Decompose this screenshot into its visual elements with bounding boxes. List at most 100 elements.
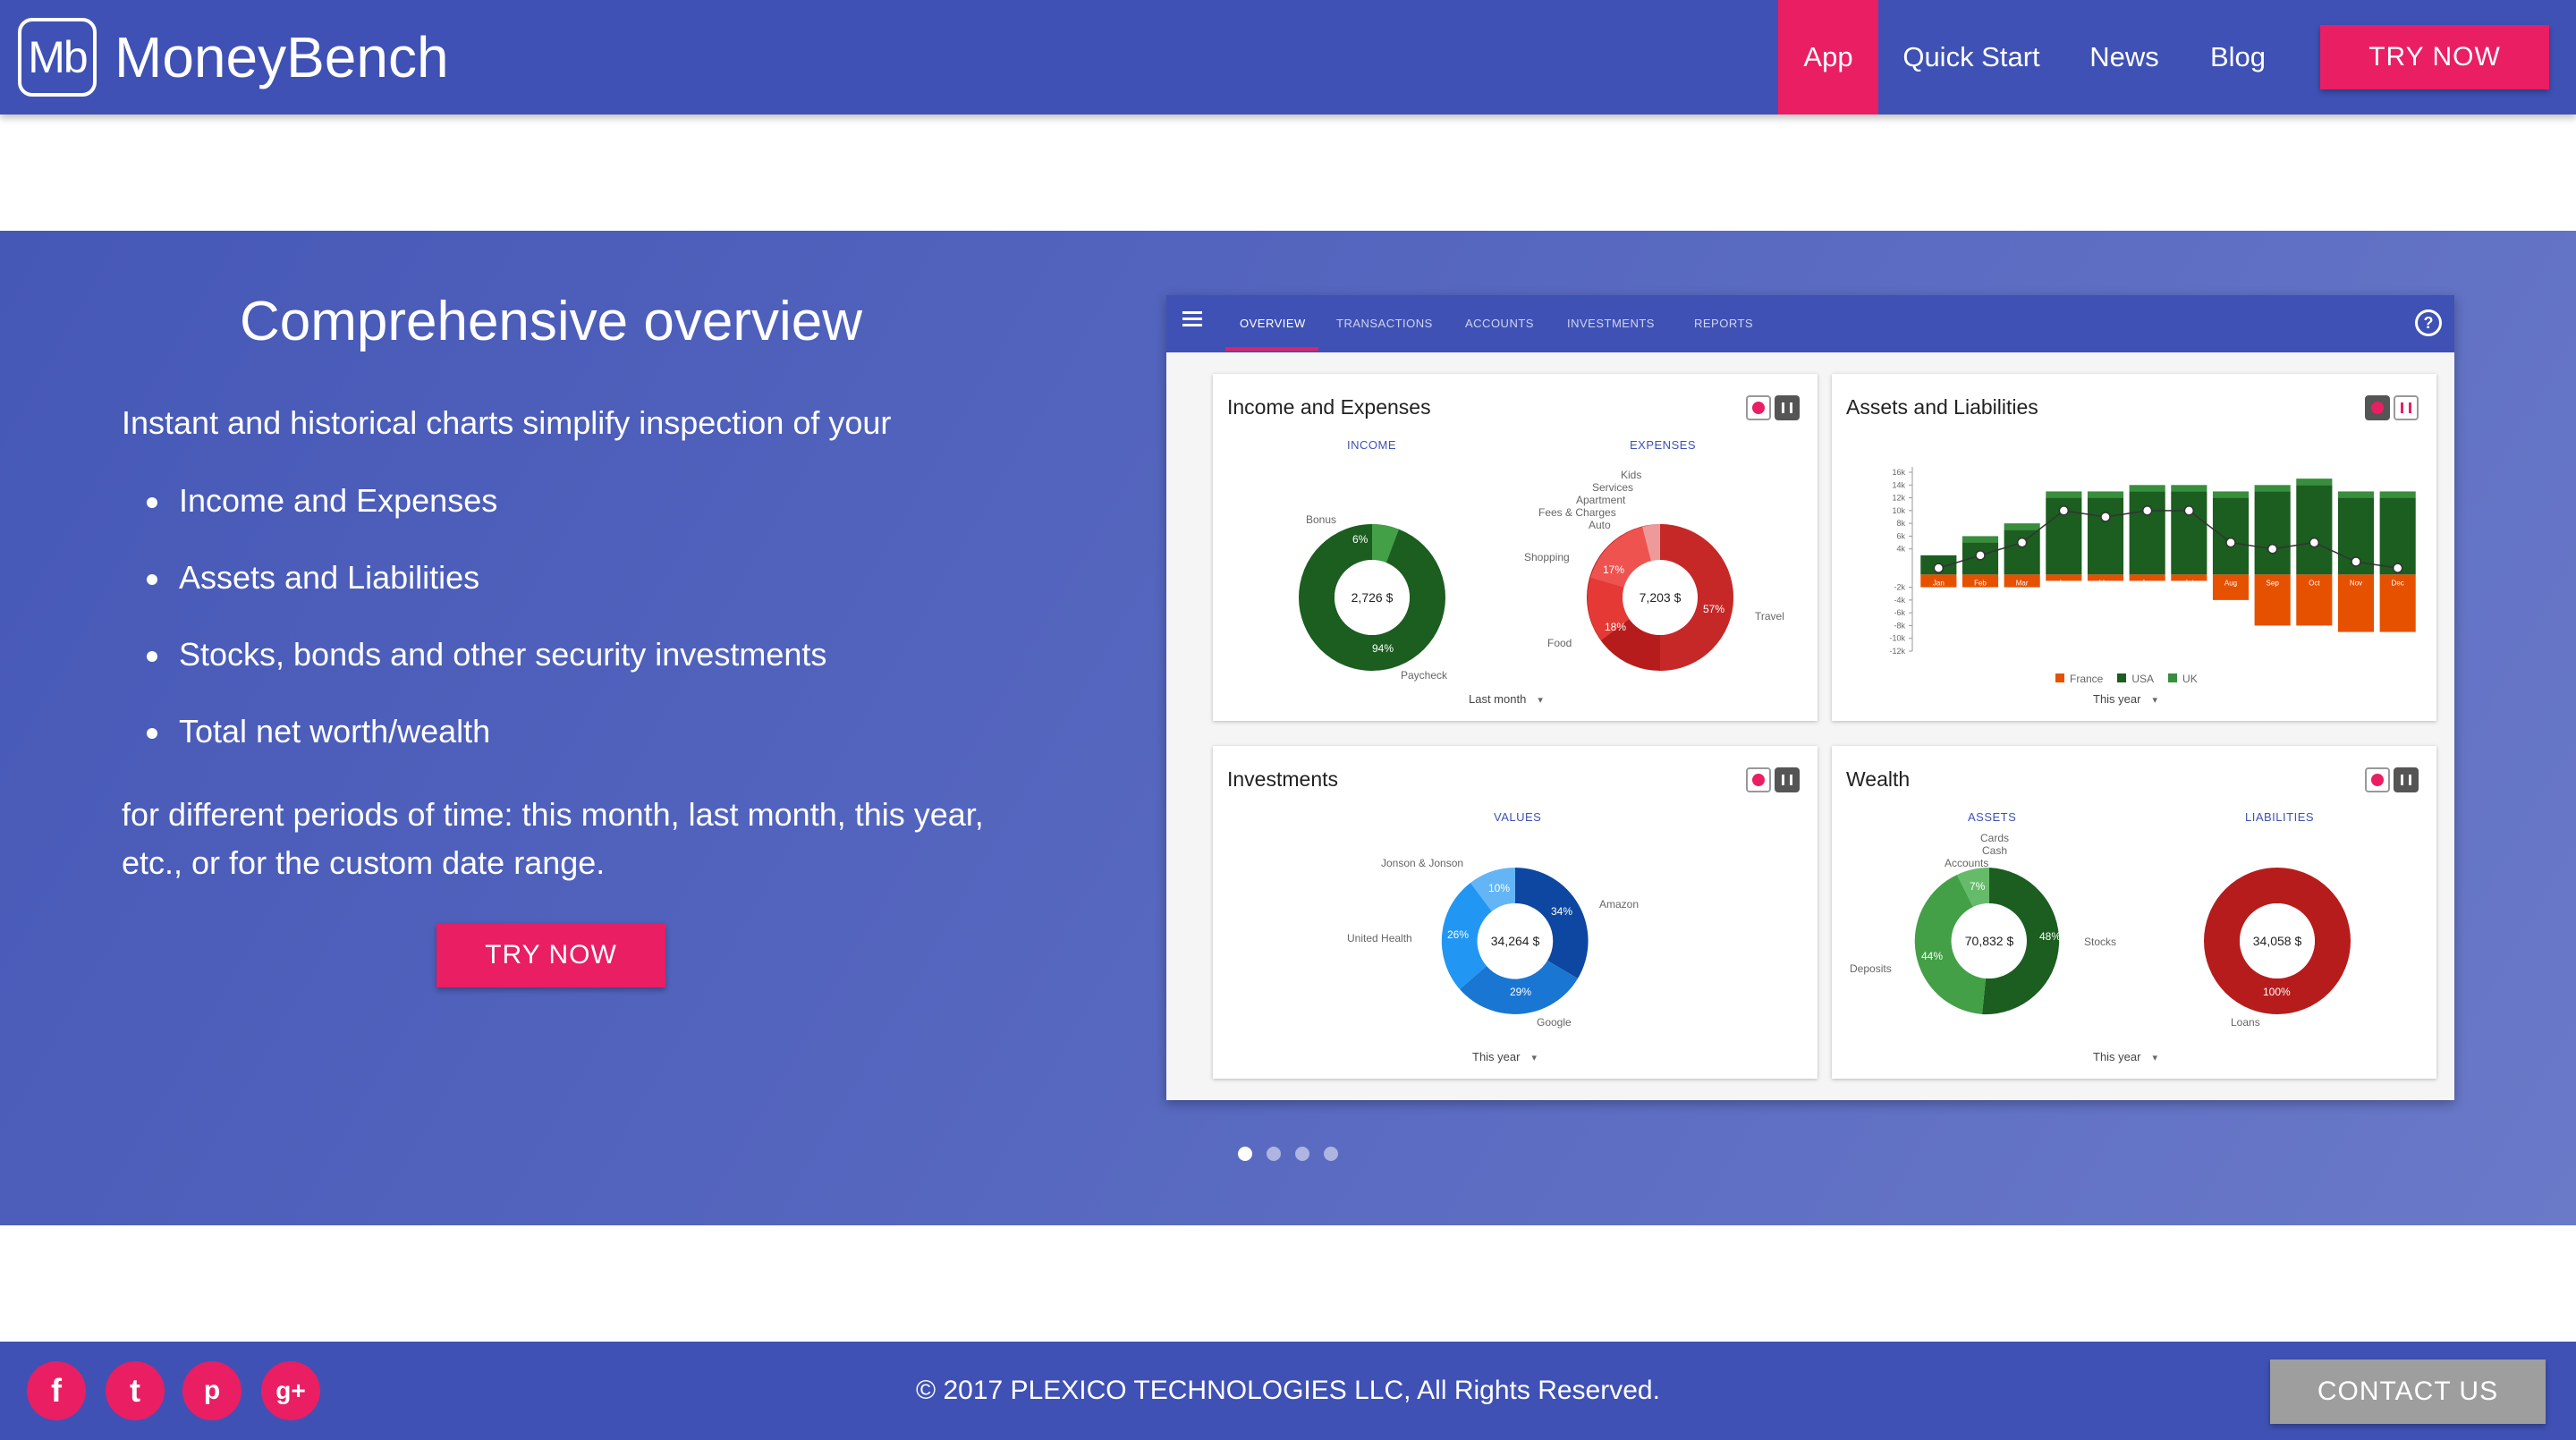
legend-item: UK — [2168, 673, 2198, 685]
bar-chart-icon[interactable] — [2394, 767, 2419, 792]
x-tick-label: May — [2098, 579, 2112, 587]
tab-accounts[interactable]: ACCOUNTS — [1465, 317, 1534, 330]
donut-label: Auto — [1589, 519, 1611, 531]
bar-uk — [2129, 485, 2165, 492]
donut-label: Kids — [1621, 469, 1642, 481]
pct-label: 7% — [1970, 880, 1986, 893]
pie-chart-icon[interactable] — [2365, 395, 2390, 420]
feature-item: Total net worth/wealth — [147, 705, 826, 782]
period-select[interactable]: This year — [2093, 692, 2157, 706]
copyright-text: © 2017 PLEXICO TECHNOLOGIES LLC, All Rig… — [916, 1376, 1660, 1405]
donut-label: Travel — [1755, 610, 1784, 623]
facebook-icon[interactable]: f — [27, 1361, 86, 1420]
x-tick-label: Jul — [2184, 579, 2193, 587]
bar-usa — [2171, 491, 2207, 575]
google-plus-icon[interactable]: g+ — [261, 1361, 320, 1420]
hero-try-now-button[interactable]: TRY NOW — [436, 923, 665, 987]
pct-label: 100% — [2263, 986, 2291, 998]
bar-uk — [2004, 523, 2040, 530]
net-point — [2100, 512, 2111, 522]
x-tick-label: Jan — [1933, 579, 1945, 587]
brand-name[interactable]: MoneyBench — [114, 25, 449, 89]
liabilities-total: 34,058 $ — [2252, 934, 2302, 948]
assets-liabilities-card: Assets and Liabilities 16k 14k 12k 10k 8k 6k 4… — [1832, 374, 2436, 721]
bar-usa — [2254, 491, 2291, 575]
menu-icon[interactable] — [1182, 311, 1202, 327]
pie-chart-icon[interactable] — [1746, 767, 1771, 792]
net-point — [2351, 556, 2361, 567]
donut-label: Amazon — [1599, 898, 1640, 911]
hero-title: Comprehensive overview — [239, 291, 863, 352]
income-donut — [1299, 524, 1445, 671]
x-tick-label: Dec — [2392, 579, 2404, 587]
bar-uk — [2379, 491, 2416, 498]
net-point — [2267, 543, 2278, 555]
donut-label: Accounts — [1945, 857, 1989, 869]
assets-heading: ASSETS — [1968, 810, 2017, 824]
y-tick-label: 8k — [1896, 519, 1905, 528]
expenses-donut — [1587, 524, 1733, 671]
bar-france — [2296, 574, 2333, 626]
net-line — [1938, 510, 2398, 569]
carousel-dot[interactable] — [1267, 1147, 1281, 1161]
net-point — [1975, 550, 1986, 561]
tab-transactions[interactable]: TRANSACTIONS — [1336, 317, 1433, 330]
donut-label: Loans — [2231, 1016, 2260, 1029]
bar-france — [2129, 574, 2165, 581]
card-title: Investments — [1227, 767, 1338, 791]
pie-chart-icon[interactable] — [2365, 767, 2390, 792]
tab-overview[interactable]: OVERVIEW — [1240, 317, 1306, 330]
donut-label: Google — [1537, 1016, 1572, 1029]
carousel-dot[interactable] — [1295, 1147, 1309, 1161]
card-title: Assets and Liabilities — [1846, 395, 2038, 419]
income-expenses-card: Income and Expenses INCOME EXPENSES — [1213, 374, 1818, 721]
pct-label: 18% — [1605, 621, 1627, 633]
liabilities-heading: LIABILITIES — [2245, 810, 2315, 824]
chart-type-toggle — [2365, 395, 2420, 422]
income-heading: INCOME — [1347, 438, 1396, 452]
logo-icon[interactable]: Mb — [18, 18, 97, 97]
bar-chart-icon[interactable] — [2394, 395, 2419, 420]
net-point — [2141, 505, 2153, 516]
bar-france — [2004, 574, 2040, 588]
chart-type-toggle — [1746, 767, 1801, 794]
period-select[interactable]: This year — [1472, 1050, 1537, 1063]
donut-label: Cards — [1980, 832, 2010, 844]
bar-france — [2379, 574, 2416, 632]
nav-try-now-button[interactable]: TRY NOW — [2320, 25, 2549, 89]
tab-reports[interactable]: REPORTS — [1694, 317, 1754, 330]
bar-chart-icon[interactable] — [1775, 767, 1800, 792]
bar-chart-icon[interactable] — [1775, 395, 1800, 420]
contact-us-button[interactable]: CONTACT US — [2270, 1360, 2546, 1424]
bar-uk — [1962, 536, 1999, 543]
investments-card: Investments VALUES 34,264 $ Jonson & Jon… — [1213, 746, 1818, 1079]
hero-intro-text: Instant and historical charts simplify i… — [122, 404, 892, 441]
top-navbar: Mb MoneyBench App Quick Start News Blog … — [0, 0, 2576, 114]
bar-france — [2337, 574, 2375, 632]
carousel-dot[interactable] — [1324, 1147, 1338, 1161]
chart-type-toggle — [2365, 767, 2420, 794]
period-select[interactable]: Last month — [1469, 692, 1543, 706]
liabilities-donut — [2204, 868, 2351, 1014]
twitter-icon[interactable]: t — [106, 1361, 165, 1420]
pct-label: 57% — [1703, 603, 1725, 615]
period-select[interactable]: This year — [2093, 1050, 2157, 1063]
expenses-total: 7,203 $ — [1639, 590, 1682, 605]
tab-investments[interactable]: INVESTMENTS — [1567, 317, 1655, 330]
bar-usa — [2004, 529, 2040, 575]
nav-quick-start-link[interactable]: Quick Start — [1902, 41, 2040, 72]
nav-app-link[interactable]: App — [1778, 0, 1878, 114]
donut-label: Cash — [1982, 844, 2008, 857]
pie-chart-icon[interactable] — [1746, 395, 1771, 420]
bar-france — [2254, 574, 2291, 626]
preview-toolbar: OVERVIEW TRANSACTIONS ACCOUNTS INVESTMEN… — [1166, 295, 2454, 352]
feature-item: Assets and Liabilities — [147, 551, 826, 628]
carousel-dot[interactable] — [1238, 1147, 1252, 1161]
pct-label: 48% — [2039, 930, 2062, 943]
nav-news-link[interactable]: News — [2089, 41, 2159, 72]
pinterest-icon[interactable]: p — [182, 1361, 242, 1420]
nav-blog-link[interactable]: Blog — [2209, 41, 2267, 72]
y-tick-label: -4k — [1894, 596, 1905, 605]
donut-label: Stocks — [2084, 936, 2117, 948]
help-icon[interactable]: ? — [2415, 309, 2442, 336]
